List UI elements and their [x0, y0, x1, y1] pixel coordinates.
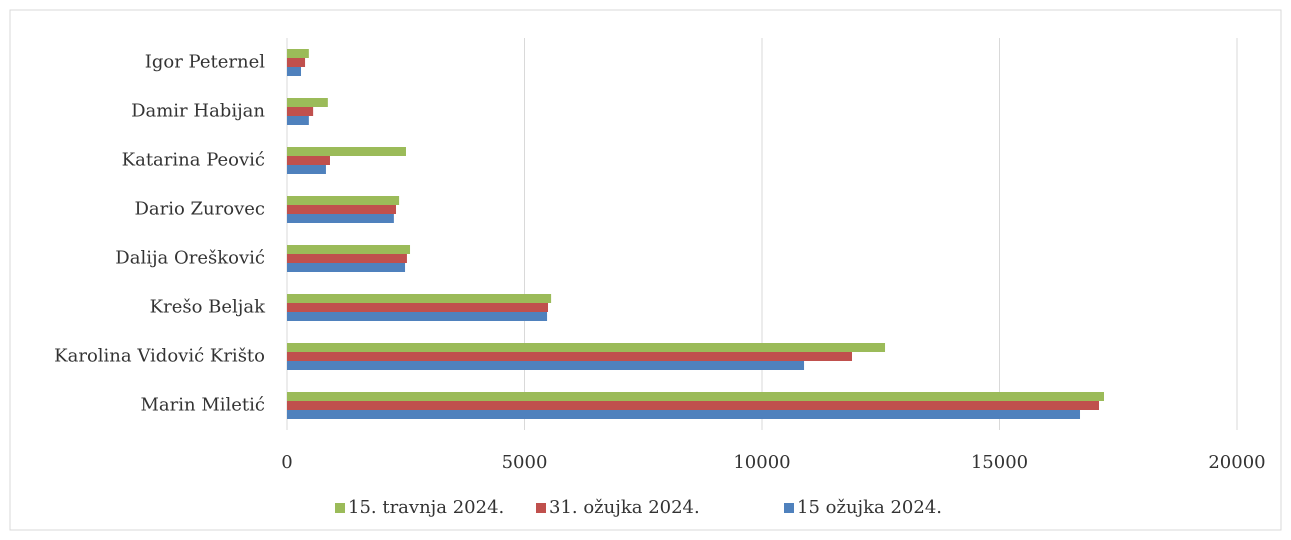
bar — [287, 263, 406, 272]
bar — [287, 312, 548, 321]
legend-label: 15. travnja 2024. — [348, 497, 504, 518]
bar — [287, 67, 302, 76]
bar — [287, 361, 805, 370]
y-tick-label: Krešo Beljak — [150, 297, 266, 318]
bar — [287, 294, 552, 303]
bar — [287, 58, 306, 67]
bar — [287, 205, 397, 214]
bar — [287, 49, 309, 58]
bar — [287, 107, 314, 116]
y-tick-label: Marin Miletić — [140, 395, 265, 416]
bar — [287, 147, 406, 156]
y-tick-label: Katarina Peović — [122, 150, 265, 171]
y-tick-label: Karolina Vidović Krišto — [54, 346, 265, 367]
bar — [287, 156, 330, 165]
x-tick-label: 0 — [281, 452, 292, 473]
y-tick-label: Igor Peternel — [145, 52, 265, 73]
bar — [287, 392, 1104, 401]
bar — [287, 196, 400, 205]
legend-swatch — [335, 503, 345, 513]
bar — [287, 214, 394, 223]
x-tick-label: 15000 — [971, 452, 1028, 473]
bar — [287, 116, 309, 125]
legend-label: 15 ožujka 2024. — [797, 497, 942, 518]
bar — [287, 254, 407, 263]
y-tick-label: Dalija Orešković — [115, 248, 265, 269]
x-tick-label: 10000 — [733, 452, 790, 473]
bar — [287, 343, 886, 352]
chart-frame — [9, 9, 1282, 531]
legend-swatch — [536, 503, 546, 513]
x-tick-label: 20000 — [1208, 452, 1265, 473]
y-tick-label: Dario Zurovec — [134, 199, 265, 220]
x-tick-label: 5000 — [502, 452, 548, 473]
bar — [287, 245, 411, 254]
y-tick-label: Damir Habijan — [131, 101, 265, 122]
legend-label: 31. ožujka 2024. — [549, 497, 700, 518]
bar — [287, 352, 853, 361]
bar — [287, 165, 326, 174]
bar — [287, 98, 328, 107]
bar — [287, 401, 1100, 410]
bar — [287, 410, 1081, 419]
bar — [287, 303, 549, 312]
legend-swatch — [784, 503, 794, 513]
